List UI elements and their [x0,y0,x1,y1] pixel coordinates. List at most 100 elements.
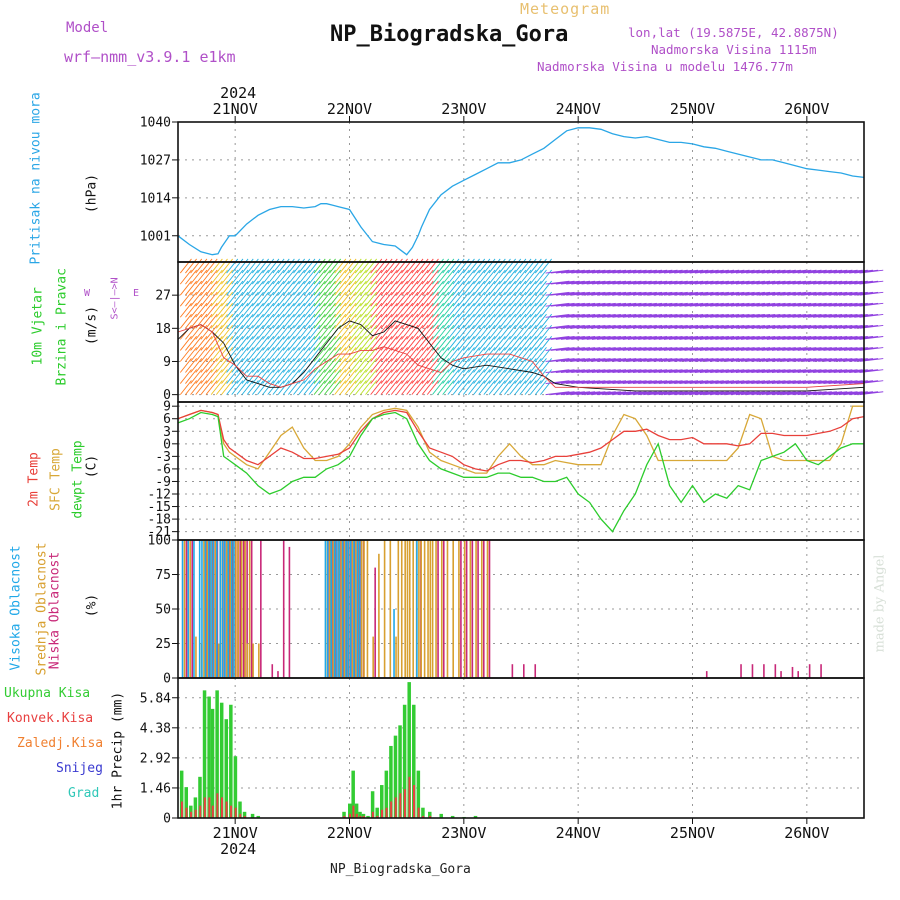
wind-barb [272,280,285,296]
wind-barb [787,291,812,296]
wind-barb [818,280,843,285]
wind-barb [838,380,863,385]
wind-barb [823,313,848,318]
wind-barb [710,347,735,351]
wind-barb [545,291,570,296]
wind-barb [468,358,480,373]
wind-barb [792,391,817,396]
wind-barb [612,380,637,385]
wind-barb [473,280,486,296]
total-precip-bar [439,813,443,818]
mid-cloud-bar [328,540,331,678]
y-tick-label: 0 [163,388,171,403]
wind-barb [751,369,776,373]
wind-barb [303,302,316,318]
wind-barb [658,324,683,329]
high-cloud-bar [353,540,355,678]
wind-barb [643,280,668,285]
wind-barb [509,280,522,296]
wind-barb [447,291,460,307]
wind-barb [370,302,383,318]
wind-barb [318,336,331,351]
wind-barb [602,324,627,329]
total-precip-bar [233,756,238,818]
wind-barb [421,369,434,384]
wind-barb [735,302,760,307]
conv-precip-bar [343,815,346,818]
wind-barb [498,380,511,395]
wind-barb [699,380,724,385]
high-cloud-bar [345,540,347,678]
wind-barb [365,280,378,296]
wind-barb [509,302,522,318]
wind-barb [849,324,874,329]
wind-barb [694,302,719,307]
wind-barb [571,313,596,318]
wind-barb [720,291,745,296]
wind-barb [406,313,419,329]
wind-barb [457,336,470,351]
wind-barb [318,291,331,307]
wind-barb [756,369,781,373]
wind-barb [519,324,532,340]
wind-barb [452,302,465,318]
wind-barb [406,302,419,318]
wind-barb [591,302,616,307]
wind-barb [802,291,827,296]
conv-precip-bar [359,815,362,818]
total-precip-bar [450,815,455,818]
wind-barb [818,358,843,362]
mid-cloud-bar [404,540,406,678]
wind-barb [771,369,796,373]
wind-barb [638,336,663,340]
wind-barb [313,369,326,384]
y-tick-label: 1.46 [140,781,171,796]
wind-barb [200,358,213,373]
wind-barb [571,269,596,274]
conv-precip-bar [381,809,384,818]
wind-barb [251,358,264,373]
wind-barb [751,291,776,296]
wind-barb [838,280,863,285]
wind-barb [699,358,724,362]
x-tick-label-bottom: 23NOV [441,824,486,842]
wind-barb [308,336,321,351]
wind-barb [452,269,465,285]
wind-barb [591,313,616,318]
wind-barb [179,369,192,384]
wind-barb [658,391,683,396]
wind-barb [694,347,719,351]
wind-barb [571,369,596,373]
wind-barb [401,313,414,329]
wind-barb [663,347,688,351]
mid-cloud-bar [360,540,363,678]
temp2m-ylabel: 2m Temp [26,452,42,507]
wind-barb [545,313,570,318]
total-precip-bar [224,719,229,818]
wind-barb [426,324,439,340]
wind-barb [550,391,575,396]
wind-barb [828,380,853,385]
wind-barb [607,324,632,329]
conv-precip-bar [349,813,351,818]
wind-barb [725,358,750,362]
wind-barb [771,291,796,296]
wind-barb [674,280,699,285]
wind-barb [730,324,755,329]
wind-barb [210,291,223,307]
wind-barb [710,336,735,340]
wind-barb [555,347,580,351]
wind-barb [756,391,781,396]
low-cloud-bar [374,567,376,678]
wind-barb [777,358,801,362]
wind-barb [818,302,843,307]
wind-barb [468,336,480,351]
wind-barb [663,336,688,340]
total-precip-bar [428,811,432,818]
wind-barb [725,369,750,373]
wind-barb [766,280,791,285]
wind-barb [241,358,254,373]
wind-barb [241,336,254,351]
wind-barb [272,324,285,340]
mid-cloud-bar [383,540,386,678]
